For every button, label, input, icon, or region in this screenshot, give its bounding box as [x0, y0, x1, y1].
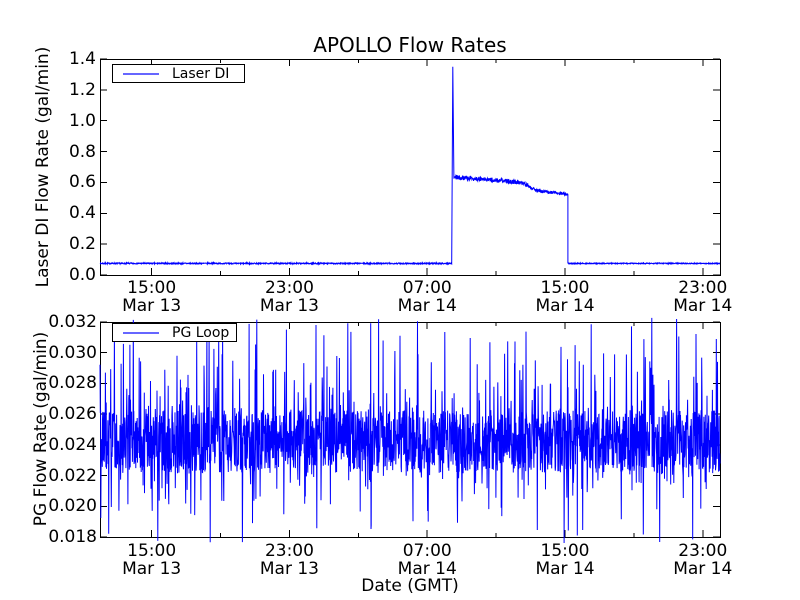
- x-tick-time-label: 23:00: [678, 541, 728, 561]
- x-tick-date-label: Mar 14: [535, 296, 595, 316]
- y-tick-label: 1.0: [68, 110, 96, 131]
- pg-loop-line-sample-icon: [123, 331, 159, 334]
- y-tick-label: 0.8: [68, 141, 96, 162]
- y-tick-label: 0.028: [48, 373, 97, 394]
- y-tick-label: 0.024: [48, 434, 97, 455]
- y-tick-label: 0.022: [48, 465, 97, 486]
- x-axis-label: Date (GMT): [361, 576, 459, 596]
- x-tick-date-label: Mar 14: [535, 559, 595, 579]
- x-tick-date-label: Mar 14: [673, 559, 733, 579]
- bottom-legend-label: PG Loop: [172, 324, 230, 341]
- x-tick-time-label: 15:00: [540, 541, 590, 561]
- y-tick-label: 0.026: [48, 404, 97, 425]
- x-tick-time-label: 15:00: [127, 278, 177, 298]
- x-tick-time-label: 15:00: [127, 541, 177, 561]
- y-tick-label: 1.4: [68, 49, 96, 69]
- x-tick-date-label: Mar 13: [259, 559, 319, 579]
- top-legend: Laser DI: [112, 64, 245, 83]
- top-legend-label: Laser DI: [172, 65, 230, 82]
- y-tick-label: 0.032: [48, 312, 97, 332]
- x-tick-time-label: 15:00: [540, 278, 590, 298]
- bottom-legend: PG Loop: [112, 323, 237, 342]
- chart-title: APOLLO Flow Rates: [313, 33, 507, 57]
- y-tick-label: 0.0: [68, 265, 96, 285]
- x-tick-date-label: Mar 13: [122, 296, 182, 316]
- y-tick-label: 0.020: [48, 496, 97, 517]
- x-tick-time-label: 23:00: [678, 278, 728, 298]
- x-tick-date-label: Mar 14: [397, 296, 457, 316]
- y-tick-label: 1.2: [68, 79, 96, 100]
- y-tick-label: 0.6: [68, 172, 96, 193]
- x-tick-date-label: Mar 14: [397, 559, 457, 579]
- x-tick-date-label: Mar 13: [259, 296, 319, 316]
- y-tick-label: 0.2: [68, 234, 96, 255]
- y-tick-label: 0.4: [68, 203, 96, 224]
- x-tick-date-label: Mar 14: [673, 296, 733, 316]
- x-tick-time-label: 23:00: [264, 278, 314, 298]
- x-tick-time-label: 23:00: [264, 541, 314, 561]
- x-tick-time-label: 07:00: [402, 541, 452, 561]
- y-tick-label: 0.018: [48, 527, 97, 547]
- x-tick-date-label: Mar 13: [122, 559, 182, 579]
- y-tick-label: 0.030: [48, 342, 97, 363]
- x-tick-time-label: 07:00: [402, 278, 452, 298]
- laser-di-line-sample-icon: [123, 72, 159, 75]
